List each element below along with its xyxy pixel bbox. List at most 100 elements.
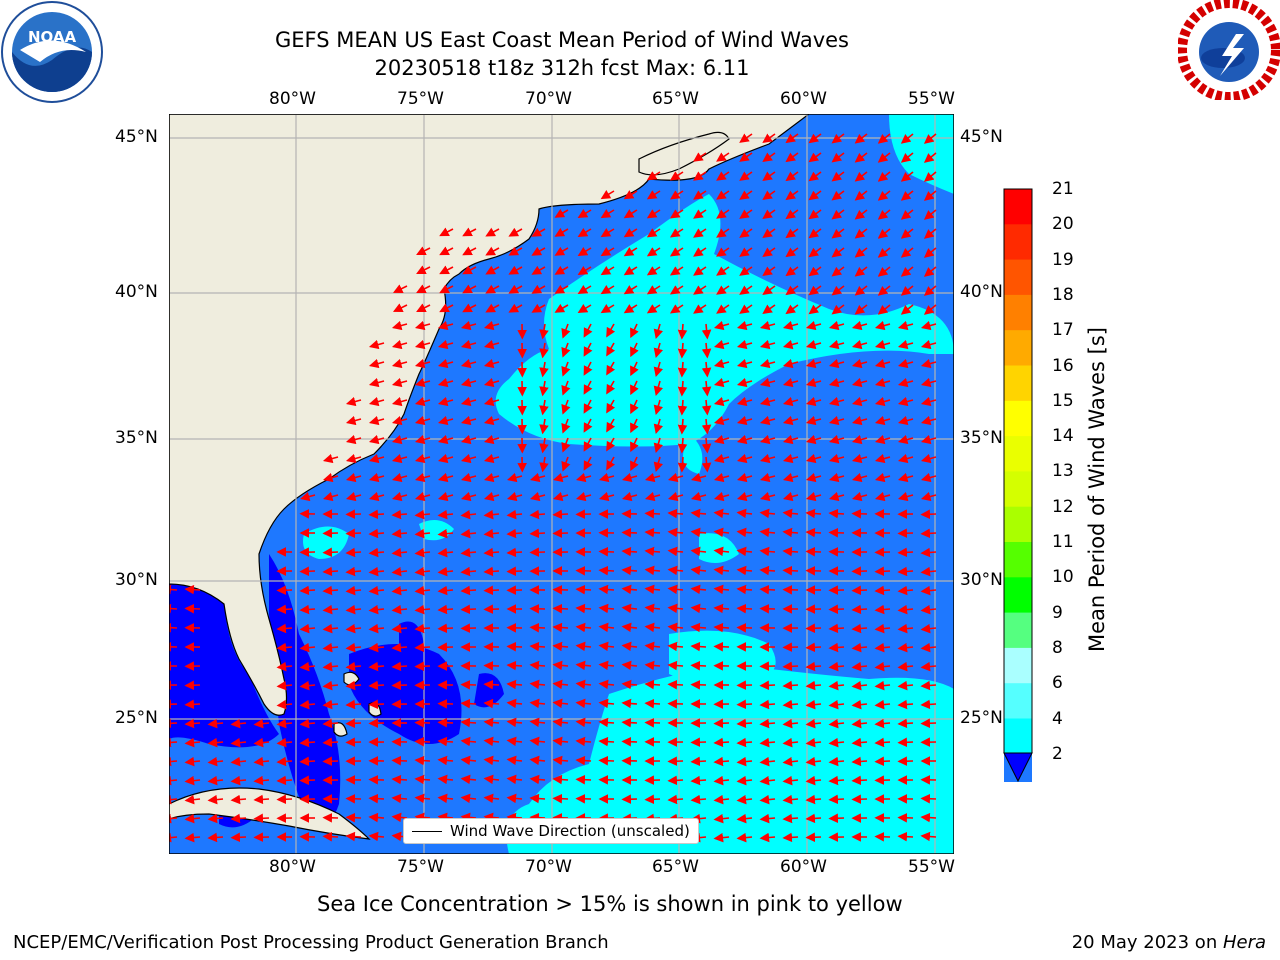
wave-direction-arrow [877, 171, 891, 182]
wave-direction-arrow [713, 377, 730, 388]
wave-direction-arrow [414, 585, 431, 596]
wave-direction-arrow [736, 775, 753, 786]
wave-direction-arrow [368, 358, 385, 369]
wave-direction-arrow [831, 209, 845, 220]
colorbar-segment [1004, 259, 1032, 296]
wave-direction-arrow [644, 794, 661, 805]
wave-direction-arrow [701, 437, 712, 454]
wave-direction-arrow [253, 756, 270, 767]
wave-direction-arrow [368, 434, 385, 445]
colorbar-tick-label: 11 [1052, 532, 1074, 552]
wave-direction-arrow [897, 585, 914, 596]
wave-direction-arrow [782, 565, 799, 576]
wave-direction-arrow [713, 584, 730, 595]
colorbar-tick-label: 19 [1052, 249, 1074, 270]
wave-direction-arrow [920, 509, 937, 520]
wave-direction-arrow [437, 585, 454, 596]
wave-direction-arrow [600, 304, 615, 314]
wave-direction-arrow [759, 565, 776, 576]
wave-direction-arrow [483, 453, 500, 464]
wave-direction-arrow [437, 377, 454, 388]
wave-direction-arrow [851, 508, 868, 519]
wave-direction-arrow [253, 718, 270, 729]
wave-direction-arrow [831, 228, 845, 239]
wave-direction-arrow [923, 209, 937, 220]
wave-direction-arrow [782, 832, 799, 843]
wave-direction-arrow [805, 737, 822, 748]
wave-direction-arrow [920, 566, 937, 577]
colorbar-tick-label: 15 [1052, 390, 1074, 411]
wave-direction-arrow [552, 679, 569, 690]
wave-direction-arrow [391, 434, 408, 445]
wave-direction-arrow [462, 284, 477, 294]
wave-direction-arrow [437, 320, 454, 331]
wave-direction-arrow [368, 680, 385, 691]
wave-direction-arrow [690, 508, 707, 519]
wave-direction-arrow [529, 491, 546, 502]
wave-direction-arrow [630, 380, 639, 396]
wave-direction-arrow [416, 284, 431, 294]
wave-direction-arrow [414, 415, 431, 426]
wave-direction-arrow [322, 718, 339, 729]
lat-label-right-4: 25°N [960, 708, 1003, 728]
wave-direction-arrow [577, 227, 592, 238]
wave-direction-arrow [759, 603, 776, 614]
wave-direction-arrow [577, 284, 592, 295]
colorbar [1003, 188, 1033, 790]
wave-direction-arrow [539, 323, 549, 340]
wave-direction-arrow [653, 399, 663, 416]
wave-direction-arrow [414, 755, 431, 766]
wave-direction-arrow [276, 585, 293, 596]
wave-direction-arrow [460, 377, 477, 388]
colorbar-segment [1004, 577, 1032, 614]
wave-direction-arrow [653, 418, 663, 435]
wave-direction-arrow [805, 775, 822, 786]
wave-direction-arrow [552, 472, 569, 483]
land-masses [168, 113, 811, 840]
wave-direction-arrow [598, 660, 615, 671]
wave-direction-arrow [759, 377, 776, 388]
colorbar-tick-label: 20 [1052, 214, 1074, 235]
wave-direction-arrow [677, 437, 688, 454]
wave-direction-arrow [653, 437, 663, 454]
wave-direction-arrow [368, 377, 385, 388]
wave-direction-arrow [483, 585, 500, 596]
wave-direction-arrow [851, 358, 868, 369]
wave-direction-arrow [207, 756, 224, 767]
wave-direction-arrow [460, 358, 477, 369]
wave-direction-arrow [805, 623, 822, 634]
wave-direction-arrow [736, 527, 753, 538]
wave-direction-arrow [739, 152, 753, 162]
wave-direction-arrow [897, 415, 914, 426]
wave-direction-arrow [368, 585, 385, 596]
wave-direction-arrow [508, 227, 523, 237]
wave-direction-arrow [736, 339, 753, 350]
wave-direction-arrow [554, 265, 569, 275]
footer-machine: Hera [1222, 932, 1266, 953]
wave-direction-arrow [439, 284, 454, 294]
wave-direction-arrow [529, 812, 546, 823]
wave-direction-arrow [762, 152, 776, 163]
wave-direction-arrow [391, 793, 408, 804]
wave-direction-arrow [322, 547, 339, 558]
wave-direction-arrow [345, 472, 362, 483]
wave-direction-arrow [644, 508, 661, 519]
wave-direction-arrow [184, 775, 201, 786]
wave-direction-arrow [483, 358, 500, 369]
wave-direction-arrow [368, 661, 385, 672]
wave-direction-arrow [828, 813, 845, 824]
wave-direction-arrow [483, 698, 500, 709]
wave-direction-arrow [851, 775, 868, 786]
wave-direction-arrow [506, 509, 523, 520]
wave-direction-arrow [669, 247, 684, 257]
colorbar-tick-label: 9 [1052, 602, 1063, 623]
wave-direction-arrow [808, 266, 822, 277]
wave-direction-arrow [392, 284, 408, 293]
wave-direction-arrow [644, 491, 661, 502]
wave-direction-arrow [414, 358, 431, 369]
wave-direction-arrow [552, 736, 569, 747]
wave-direction-arrow [552, 717, 569, 728]
wave-direction-arrow [667, 472, 684, 483]
colorbar-segment [1004, 189, 1032, 225]
wave-direction-arrow [506, 812, 523, 823]
